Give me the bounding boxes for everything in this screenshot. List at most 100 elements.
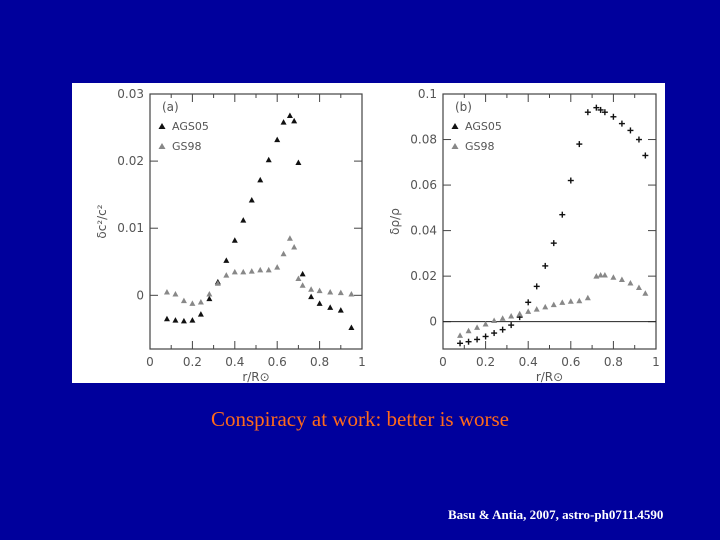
panel-a-ticks: 0 0.2 0.4 0.6 0.8 1 0 0.01 0.02 0.03 [117,87,366,369]
data-point-ags05 [550,240,557,247]
data-point-ags05 [180,317,187,324]
data-point-ags05 [635,136,642,143]
data-point-ags05 [593,104,600,111]
data-point-ags05 [189,317,196,323]
y-tick-label: 0 [429,315,437,329]
x-tick-label: 0.4 [519,355,538,369]
x-tick-label: 0.2 [476,355,495,369]
data-point-ags05 [265,156,272,163]
data-point-ags05 [308,293,315,300]
x-tick-label: 0.4 [225,355,244,369]
data-point-ags05 [257,176,264,183]
data-point-gs98 [482,320,489,327]
data-point-gs98 [286,235,293,241]
panel-a-tag: (a) [162,100,179,114]
data-point-ags05 [542,262,549,269]
y-tick-label: 0.06 [410,178,437,192]
data-point-gs98 [163,288,170,295]
data-point-gs98 [280,250,287,257]
data-point-gs98 [525,308,532,314]
x-tick-label: 1 [358,355,366,369]
data-point-gs98 [499,315,506,321]
panel-a-marks [163,112,355,331]
panel-b-tag: (b) [455,100,472,114]
data-point-ags05 [274,136,281,143]
y-tick-label: 0.1 [418,87,437,101]
data-point-gs98 [516,310,523,317]
data-point-ags05 [584,109,591,116]
legend-marker-ags05 [451,123,459,129]
data-point-ags05 [197,311,204,317]
y-tick-label: 0.08 [410,133,437,147]
data-point-gs98 [197,299,204,305]
data-point-ags05 [295,159,302,165]
data-point-gs98 [542,303,549,310]
legend-marker-gs98 [158,143,166,149]
x-tick-label: 0.8 [310,355,329,369]
panel-b: 0 0.2 0.4 0.6 0.8 1 0 0.02 0.04 0.06 0.08 0.1 (b) A… [388,87,660,383]
data-point-gs98 [627,279,634,286]
data-point-ags05 [240,217,247,223]
data-point-ags05 [465,338,472,345]
data-point-ags05 [223,257,230,263]
data-point-gs98 [291,244,298,250]
data-point-gs98 [601,272,608,278]
data-point-gs98 [248,268,255,274]
data-point-gs98 [465,327,472,334]
data-point-gs98 [308,286,315,292]
data-point-ags05 [601,109,608,116]
data-point-gs98 [274,264,281,270]
data-point-gs98 [257,266,264,273]
legend-label-gs98: GS98 [172,140,202,153]
data-point-ags05 [491,330,498,337]
data-point-gs98 [265,266,272,273]
data-point-gs98 [223,272,230,278]
data-point-gs98 [474,324,481,330]
data-point-gs98 [559,299,566,305]
panel-b-legend: AGS05 GS98 [451,120,502,153]
legend-marker-ags05 [158,123,166,129]
data-point-gs98 [533,306,540,312]
data-point-gs98 [491,317,498,324]
data-point-ags05 [299,270,306,277]
legend-label-ags05: AGS05 [172,120,209,133]
y-tick-label: 0 [136,288,144,302]
data-point-gs98 [567,298,574,304]
data-point-ags05 [482,333,489,340]
x-tick-label: 0.2 [183,355,202,369]
data-point-gs98 [206,290,213,297]
data-point-gs98 [593,273,600,279]
data-point-gs98 [457,332,464,338]
y-tick-label: 0.02 [410,269,437,283]
data-point-ags05 [316,300,323,306]
data-point-ags05 [597,106,604,113]
data-point-ags05 [206,295,213,302]
data-point-ags05 [231,237,238,243]
data-point-gs98 [348,290,355,297]
y-tick-label: 0.04 [410,224,437,238]
data-point-ags05 [337,307,344,313]
legend-label-gs98: GS98 [465,140,495,153]
data-point-ags05 [525,299,532,306]
panel-b-xlabel: r/R⊙ [536,370,563,383]
y-tick-label: 0.03 [117,87,144,101]
data-point-ags05 [457,340,464,347]
x-tick-label: 1 [652,355,660,369]
panel-b-ylabel: δρ/ρ [388,208,402,235]
data-point-ags05 [499,326,506,333]
data-point-ags05 [280,119,287,125]
data-point-gs98 [189,300,196,306]
data-point-gs98 [642,290,649,296]
data-point-ags05 [474,336,481,343]
data-point-ags05 [327,304,334,310]
x-tick-label: 0 [146,355,154,369]
data-point-gs98 [231,268,238,275]
x-tick-label: 0.8 [604,355,623,369]
data-point-ags05 [559,211,566,218]
panel-b-ticks: 0 0.2 0.4 0.6 0.8 1 0 0.02 0.04 0.06 0.08 0.1 [410,87,660,369]
y-tick-label: 0.02 [117,154,144,168]
chart-figure: 0 0.2 0.4 0.6 0.8 1 0 0.01 0.02 0.03 (a) AGS05 GS… [95,87,660,383]
panel-a-legend: AGS05 GS98 [158,120,209,153]
data-point-gs98 [295,275,302,282]
data-point-gs98 [597,272,604,278]
